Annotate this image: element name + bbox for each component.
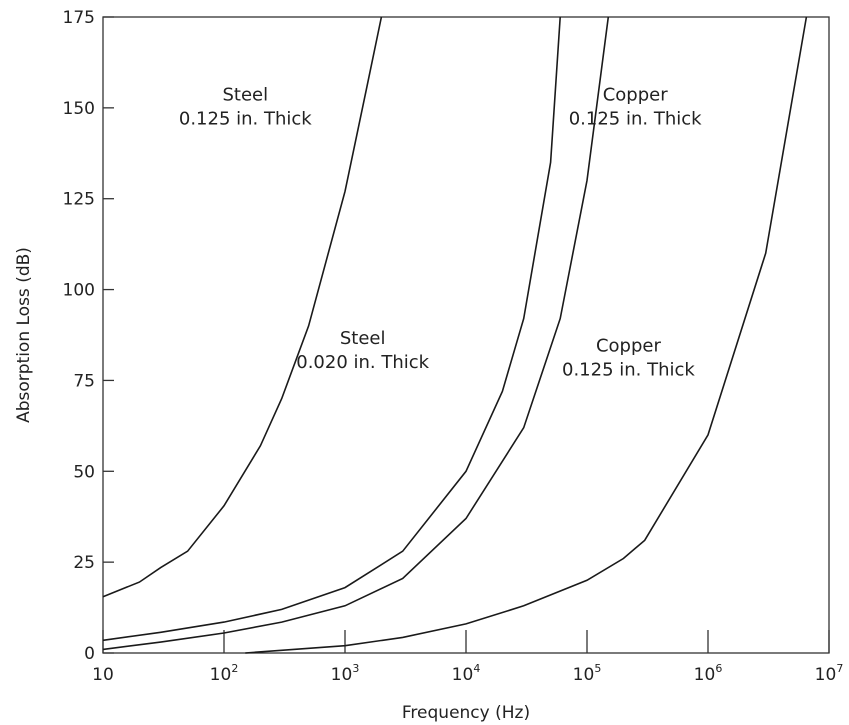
x-axis: 10 102 103 104 105 106 107 [92,630,843,685]
curve-label-2: 0.020 in. Thick [296,352,429,373]
curve-label-1: Steel [222,85,268,106]
y-tick-label: 175 [63,8,95,28]
x-tick-label: 106 [694,662,723,685]
y-tick-label: 100 [63,281,95,301]
curve-label-2: Steel [340,328,386,349]
curve-label-4: 0.125 in. Thick [562,359,695,380]
x-axis-title: Frequency (Hz) [402,703,530,723]
curve-series-4 [245,16,808,654]
y-axis-title: Absorption Loss (dB) [14,247,34,423]
y-tick-label: 150 [63,99,95,119]
y-axis: 0 25 50 75 100 125 150 175 [63,8,114,664]
x-tick-label: 107 [815,662,844,685]
y-tick-label: 50 [73,462,95,482]
curve-label-3: Copper [603,85,669,106]
curve-label-4: Copper [596,335,662,356]
x-tick-label: 104 [452,662,481,685]
curve-series-3 [102,16,610,651]
y-tick-label: 0 [84,644,95,664]
curve-labels: Steel 0.125 in. Thick Steel 0.020 in. Thick… [179,85,702,381]
curve-series-2 [102,16,561,642]
y-tick-label: 75 [73,371,95,391]
curves [102,16,808,654]
y-tick-label: 125 [63,190,95,210]
x-tick-label: 105 [573,662,602,685]
x-tick-label: 10 [92,665,114,685]
x-tick-label: 103 [331,662,360,685]
curve-label-3: 0.125 in. Thick [569,109,702,130]
x-tick-label: 102 [210,662,239,685]
curve-label-1: 0.125 in. Thick [179,109,312,130]
curve-series-1 [102,16,383,598]
y-tick-label: 25 [73,553,95,573]
